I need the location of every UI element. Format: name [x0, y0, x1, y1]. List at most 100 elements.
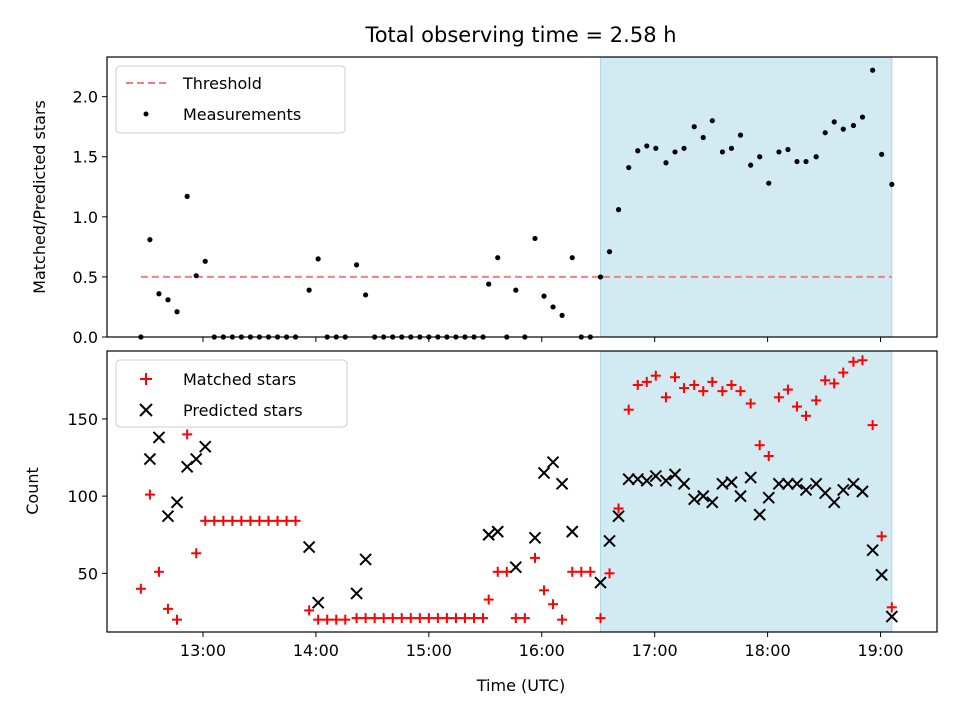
predicted-stars-point: [640, 474, 653, 487]
measurements-point: [663, 160, 669, 166]
panel-count-frame: [106, 350, 938, 633]
predicted-stars-point-b: [762, 491, 775, 504]
predicted-stars-point-b: [546, 455, 560, 469]
predicted-stars-point: [837, 483, 850, 497]
matched-stars-point: [829, 378, 840, 389]
matched-stars-point: [153, 566, 164, 577]
measurements-point: [184, 193, 190, 199]
matched-stars-point: [135, 583, 146, 594]
predicted-stars-point: [734, 489, 747, 503]
predicted-stars-point-b: [706, 496, 719, 509]
predicted-stars-point: [622, 472, 635, 486]
measurements-point: [486, 281, 492, 287]
predicted-stars-point-b: [744, 471, 757, 484]
measurements-point: [362, 292, 369, 298]
y-tick-label: 2.0: [73, 88, 98, 107]
predicted-stars-point: [697, 489, 710, 503]
legend-count-box: [115, 359, 348, 428]
legend-threshold-label: Threshold: [182, 74, 262, 93]
y-tick-label: 1.5: [73, 148, 98, 167]
matched-stars-point: [378, 613, 389, 624]
y-tick-label: 0.0: [73, 328, 98, 347]
x-tick-label: 14:00: [293, 641, 339, 660]
matched-stars-point: [539, 585, 550, 596]
matched-stars-point: [791, 401, 802, 412]
series-count: [135, 355, 899, 625]
predicted-stars-point-b: [566, 525, 579, 538]
predicted-stars-point-b: [491, 525, 504, 538]
matched-stars-point: [254, 515, 265, 526]
predicted-stars-point: [875, 568, 888, 582]
predicted-stars-point-b: [837, 483, 850, 497]
measurements-point: [681, 145, 687, 151]
x-axis-label: Time (UTC): [476, 676, 565, 695]
predicted-stars-point-b: [359, 553, 372, 566]
matched-stars-point: [387, 613, 398, 624]
predicted-stars-point-b: [847, 477, 860, 490]
legend-measurements-swatch: [143, 111, 149, 117]
measurements-point: [803, 158, 809, 165]
matched-stars-point: [595, 613, 606, 624]
measurements-point: [737, 132, 744, 138]
matched-stars-point: [763, 450, 774, 461]
predicted-stars-point: [856, 485, 869, 498]
predicted-stars-point-b: [866, 543, 879, 557]
measurements-point: [719, 149, 726, 155]
matched-stars-point: [782, 384, 793, 395]
matched-stars-point: [182, 429, 193, 440]
matched-stars-point: [459, 613, 470, 624]
matched-stars-point: [263, 515, 274, 526]
predicted-stars-point-b: [668, 468, 682, 481]
matched-stars-point: [650, 370, 661, 381]
matched-stars-point: [567, 566, 578, 577]
predicted-stars-point-b: [772, 477, 786, 490]
predicted-stars-point-b: [528, 531, 542, 545]
predicted-stars-point: [482, 528, 495, 541]
predicted-stars-point: [302, 540, 316, 554]
measurements-point: [728, 145, 735, 151]
matched-stars-point: [604, 568, 615, 579]
measurements-point: [776, 149, 782, 155]
measurements-point: [202, 258, 208, 264]
x-ticks-bottom: 13:00 14:00 15:00 16:00 17:00 18:00 19:00: [180, 632, 904, 660]
predicted-stars-point-b: [697, 489, 710, 503]
predicted-stars-point-b: [753, 508, 766, 521]
predicted-stars-point-b: [856, 485, 869, 498]
matched-stars-point: [441, 613, 452, 624]
y-tick-label: 100: [67, 487, 98, 506]
x-tick-label: 19:00: [857, 641, 903, 660]
predicted-stars-point-b: [594, 576, 607, 589]
measurements-point: [653, 145, 659, 151]
y-ticks-ratio: 0.0 0.5 1.0 1.5 2.0: [73, 88, 107, 347]
x-tick-label: 13:00: [180, 641, 226, 660]
matched-stars-point: [576, 566, 587, 577]
panel-ratio-frame: [106, 56, 938, 338]
measurements-point: [569, 255, 575, 261]
matched-stars-point: [848, 356, 859, 367]
predicted-stars-point: [866, 543, 879, 557]
predicted-stars-point-b: [622, 472, 635, 486]
matched-stars-point: [272, 515, 283, 526]
predicted-stars-point-b: [677, 477, 691, 490]
matched-stars-point: [529, 552, 540, 563]
matched-stars-point: [360, 613, 371, 624]
matched-stars-point: [191, 548, 202, 559]
predicted-stars-point-b: [885, 610, 899, 623]
predicted-stars-point: [199, 440, 212, 453]
matched-stars-point: [519, 613, 530, 624]
predicted-stars-point-b: [350, 587, 363, 600]
predicted-stars-point: [781, 477, 795, 490]
predicted-stars-point-b: [809, 477, 823, 490]
matched-stars-point: [670, 372, 681, 383]
legend-matched-label: Matched stars: [183, 370, 296, 389]
matched-stars-point: [331, 614, 342, 625]
matched-stars-point: [450, 613, 461, 624]
matched-stars-point: [172, 614, 183, 625]
measurements-point: [748, 162, 754, 168]
legend-ratio: Threshold Measurements: [115, 65, 346, 134]
matched-stars-point: [679, 383, 690, 394]
matched-stars-point: [483, 594, 494, 605]
predicted-stars-point-b: [799, 483, 813, 497]
predicted-stars-point-b: [509, 560, 522, 574]
matched-stars-point: [838, 367, 849, 378]
